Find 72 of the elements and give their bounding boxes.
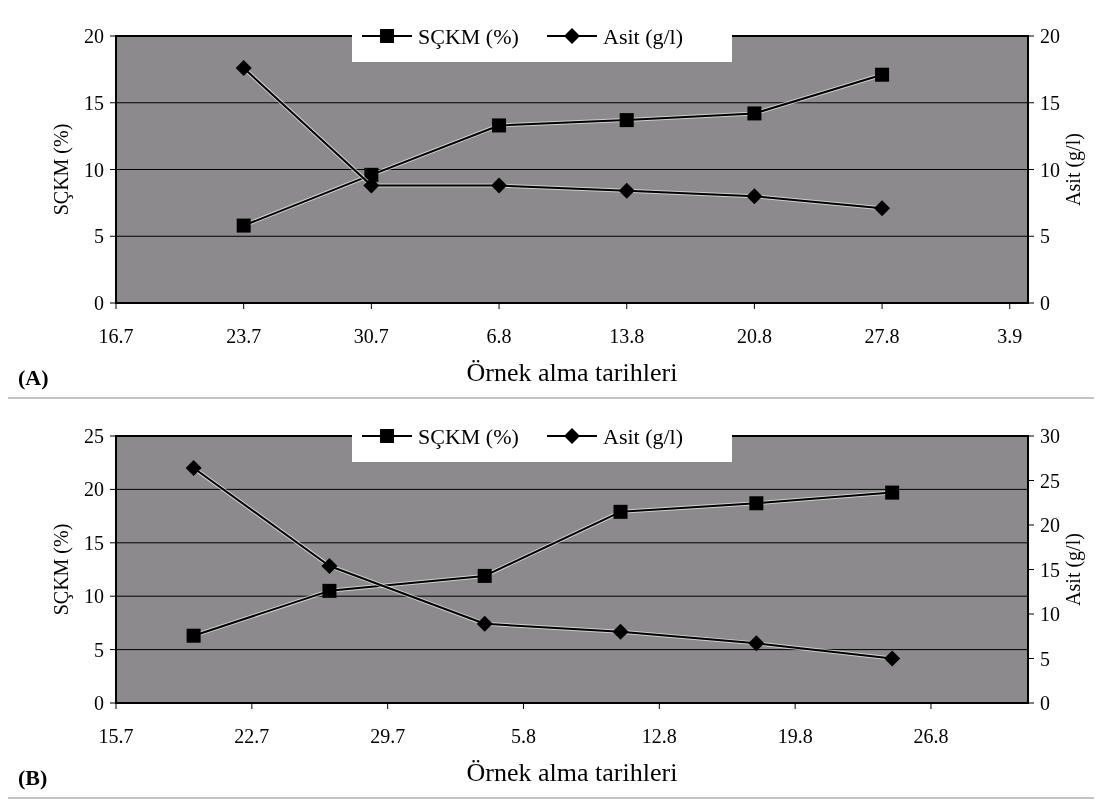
x-tick-label: 30.7 [353, 325, 389, 347]
y2-axis-title: Asit (g/l) [1062, 533, 1085, 606]
point [884, 650, 901, 667]
y2-tick-label: 0 [1040, 692, 1050, 714]
x-tick-label: 15.7 [98, 725, 134, 747]
x-tick-label: 13.8 [609, 325, 645, 347]
x-tick-label: 20.8 [736, 325, 772, 347]
legend-label: SÇKM (%) [418, 423, 519, 449]
legend-label: Asit (g/l) [603, 23, 684, 49]
x-tick-label: 3.9 [997, 325, 1023, 347]
y-tick-label: 20 [84, 25, 104, 47]
y-tick-label: 25 [84, 425, 104, 447]
point [885, 485, 900, 500]
y2-tick-label: 20 [1040, 25, 1060, 47]
x-tick-label: 12.8 [641, 725, 677, 747]
y2-tick-label: 5 [1040, 225, 1050, 248]
point [749, 496, 764, 511]
point [185, 460, 202, 477]
x-axis-title: Örnek alma tarihleri [466, 758, 678, 787]
point [746, 188, 763, 205]
y-tick-label: 10 [84, 158, 104, 181]
x-tick-label: 29.7 [370, 725, 406, 747]
y-tick-label: 5 [94, 638, 104, 661]
point [235, 60, 252, 77]
point [476, 615, 493, 632]
y2-tick-label: 30 [1040, 425, 1060, 447]
y2-tick-label: 10 [1040, 158, 1060, 181]
y2-tick-label: 0 [1040, 292, 1050, 314]
point [477, 568, 492, 583]
point [492, 118, 507, 133]
legend-label: Asit (g/l) [603, 423, 684, 449]
y-axis-title: SÇKM (%) [50, 123, 73, 216]
y2-tick-label: 10 [1040, 603, 1060, 625]
x-tick-label: 6.8 [486, 325, 512, 347]
x-axis-title: Örnek alma tarihleri [466, 358, 678, 387]
y2-tick-label: 15 [1040, 558, 1060, 581]
point [612, 623, 629, 640]
point [748, 635, 765, 652]
y-tick-label: 15 [84, 91, 104, 114]
point [619, 113, 634, 128]
y-tick-label: 5 [94, 225, 104, 248]
x-tick-label: 27.8 [864, 325, 900, 347]
point [186, 628, 201, 643]
x-tick-label: 26.8 [913, 725, 949, 747]
point [321, 557, 338, 574]
point [491, 177, 508, 194]
y2-tick-label: 5 [1040, 647, 1050, 670]
y-tick-label: 0 [94, 692, 104, 714]
point [613, 504, 628, 519]
x-tick-label: 23.7 [226, 325, 262, 347]
y2-axis-title: Asit (g/l) [1062, 133, 1085, 206]
x-tick-label: 19.8 [777, 725, 813, 747]
x-tick-label: 5.8 [510, 725, 536, 747]
y-tick-label: 0 [94, 292, 104, 314]
legend-label: SÇKM (%) [418, 23, 519, 49]
x-tick-label: 22.7 [234, 725, 270, 747]
point [618, 182, 635, 199]
y-tick-label: 20 [84, 478, 104, 501]
x-tick-label: 16.7 [98, 325, 134, 347]
text: (B) [18, 765, 48, 790]
point [875, 67, 890, 82]
point [236, 218, 251, 233]
y2-tick-label: 15 [1040, 91, 1060, 114]
point [322, 583, 337, 598]
y-tick-label: 15 [84, 531, 104, 554]
y2-tick-label: 20 [1040, 514, 1060, 536]
y2-tick-label: 25 [1040, 469, 1060, 492]
point [747, 106, 762, 121]
y-tick-label: 10 [84, 585, 104, 608]
y-axis-title: SÇKM (%) [50, 523, 73, 616]
point [874, 200, 891, 217]
text: (A) [18, 365, 49, 390]
